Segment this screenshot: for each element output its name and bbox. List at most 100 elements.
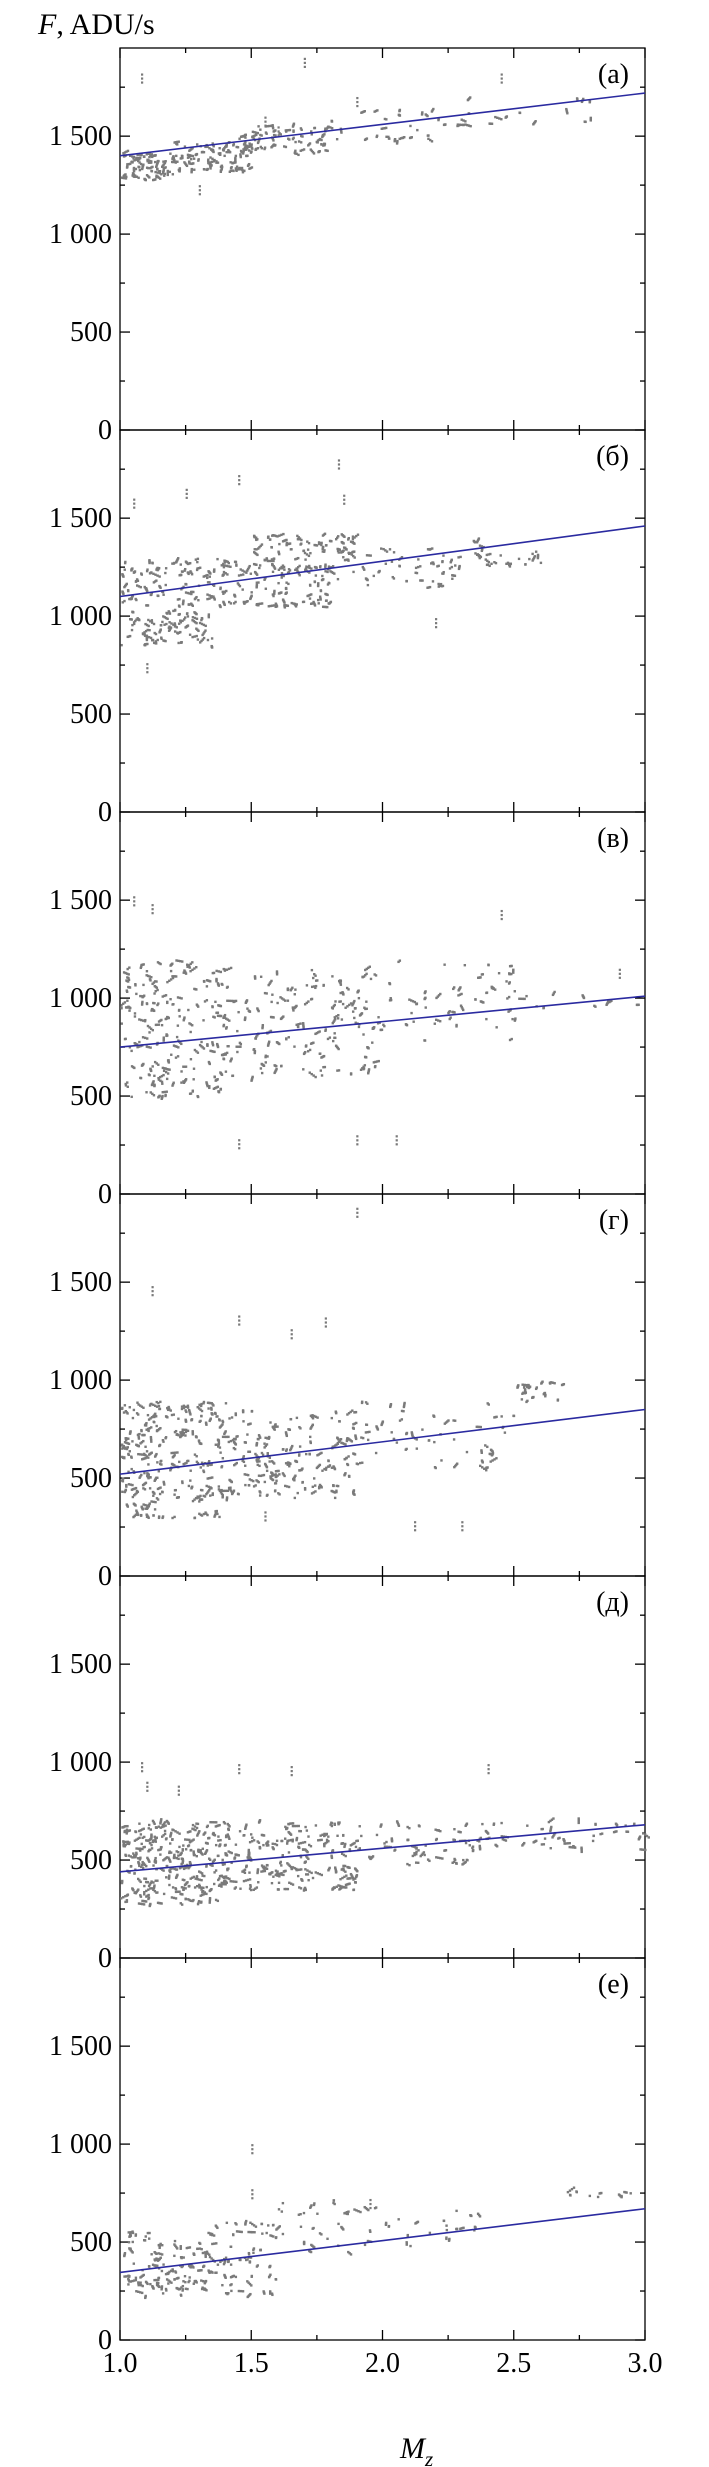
data-point (331, 1021, 334, 1025)
data-point (135, 1412, 139, 1415)
data-point (412, 1845, 415, 1848)
data-point (157, 1516, 161, 1520)
data-point (220, 1881, 223, 1885)
data-point (141, 1860, 144, 1864)
data-point (161, 995, 164, 998)
data-point (182, 1886, 185, 1890)
data-point (351, 1409, 354, 1412)
data-point (337, 1014, 340, 1017)
data-point (451, 1861, 454, 1864)
data-point (363, 1055, 367, 1059)
data-point (318, 1485, 321, 1489)
data-point (483, 1467, 486, 1470)
data-point (144, 178, 147, 182)
data-point (291, 1866, 295, 1869)
data-point (179, 1892, 182, 1896)
data-point (139, 585, 142, 589)
data-point (463, 963, 467, 967)
data-point (153, 1884, 156, 1887)
data-point (238, 1139, 241, 1142)
data-point (487, 553, 490, 556)
data-point (302, 600, 306, 604)
data-point (155, 1826, 158, 1829)
data-point (143, 1488, 147, 1491)
data-point (137, 1452, 140, 1456)
data-point (226, 985, 229, 989)
data-point (166, 1001, 169, 1005)
data-point (409, 124, 412, 128)
data-point (248, 1478, 252, 1481)
data-point (336, 549, 340, 553)
data-point (339, 991, 342, 995)
data-point (199, 641, 202, 644)
data-point (250, 146, 254, 149)
data-point (151, 1065, 154, 1068)
data-point (358, 1825, 361, 1828)
data-point (367, 1068, 371, 1071)
data-point (140, 1473, 143, 1477)
data-point (566, 112, 569, 115)
data-point (242, 1456, 245, 1459)
data-point (137, 1413, 140, 1416)
data-point (174, 1429, 178, 1433)
data-point (337, 1047, 340, 1051)
data-point (176, 996, 180, 999)
data-point (400, 137, 403, 140)
data-point (221, 1858, 224, 1862)
data-point (340, 1852, 344, 1856)
data-point (365, 967, 368, 971)
data-point (273, 534, 276, 537)
data-point (479, 1000, 483, 1003)
data-point (353, 999, 356, 1003)
data-point (218, 1823, 221, 1827)
data-point (222, 1882, 225, 1886)
data-point (289, 1882, 293, 1885)
data-point (222, 1489, 225, 1493)
data-point (415, 1853, 418, 1856)
data-point (133, 506, 136, 509)
data-point (135, 584, 139, 587)
data-point (145, 638, 149, 642)
data-point (457, 556, 460, 559)
data-point (131, 623, 134, 627)
data-point (199, 1849, 202, 1852)
data-point (522, 1391, 525, 1394)
data-point (180, 1886, 184, 1889)
data-point (222, 1876, 226, 1880)
data-point (491, 1452, 495, 1455)
data-point (230, 1861, 233, 1865)
data-point (287, 1863, 290, 1866)
data-point (305, 984, 309, 987)
data-point (269, 604, 272, 608)
data-point (121, 1490, 124, 1493)
data-point (307, 554, 311, 558)
data-point (303, 61, 306, 64)
data-point (290, 601, 293, 605)
data-point (133, 502, 136, 505)
data-point (227, 1435, 230, 1439)
data-point (219, 970, 223, 974)
data-point (238, 1041, 242, 1045)
data-point (247, 1850, 250, 1853)
data-point (150, 1083, 154, 1087)
data-point (316, 979, 319, 982)
data-point (157, 1848, 160, 1852)
data-point (237, 1010, 240, 1014)
data-point (193, 635, 196, 638)
data-point (154, 1415, 158, 1418)
data-point (208, 147, 211, 150)
data-point (275, 1067, 278, 1071)
data-point (519, 997, 523, 1001)
data-point (341, 1876, 344, 1880)
data-point (242, 1460, 246, 1464)
data-point (415, 1850, 418, 1854)
data-point (145, 569, 149, 573)
data-point (448, 1017, 451, 1021)
data-point (200, 1045, 203, 1048)
data-point (204, 1421, 208, 1424)
data-point (284, 592, 287, 595)
data-point (460, 123, 463, 127)
data-point (130, 1467, 133, 1471)
data-point (305, 1855, 308, 1858)
data-point (206, 1513, 209, 1517)
